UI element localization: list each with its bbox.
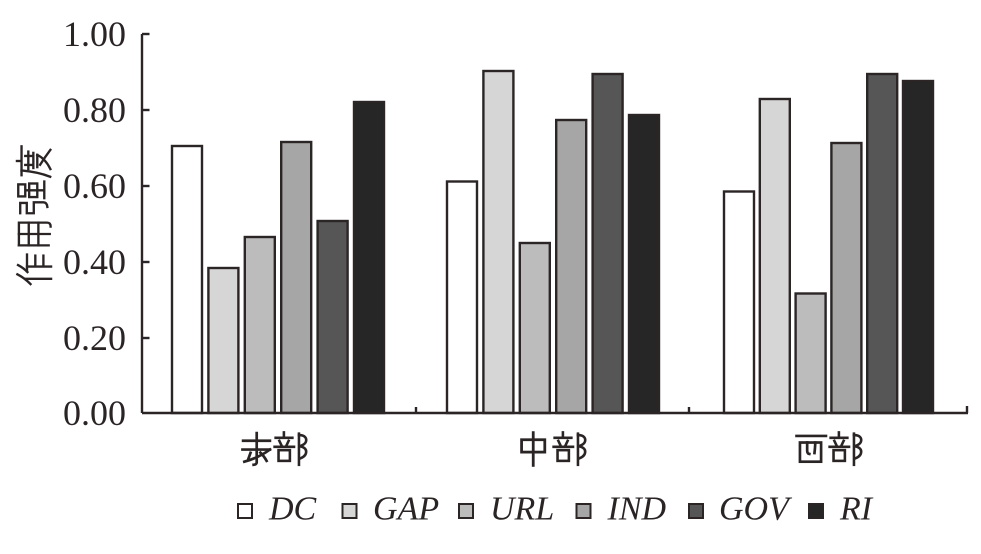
svg-text:0.00: 0.00: [63, 393, 126, 433]
svg-text:1.00: 1.00: [63, 14, 126, 54]
svg-text:0.80: 0.80: [63, 90, 126, 130]
svg-text:GAP: GAP: [373, 491, 439, 528]
svg-text:0.60: 0.60: [63, 166, 126, 206]
svg-text:0.40: 0.40: [63, 242, 126, 282]
svg-text:GOV: GOV: [719, 491, 793, 528]
svg-text:IND: IND: [607, 491, 667, 528]
svg-text:DC: DC: [268, 491, 317, 528]
svg-text:URL: URL: [490, 491, 554, 528]
svg-text:RI: RI: [839, 491, 874, 528]
svg-text:0.20: 0.20: [63, 318, 126, 358]
